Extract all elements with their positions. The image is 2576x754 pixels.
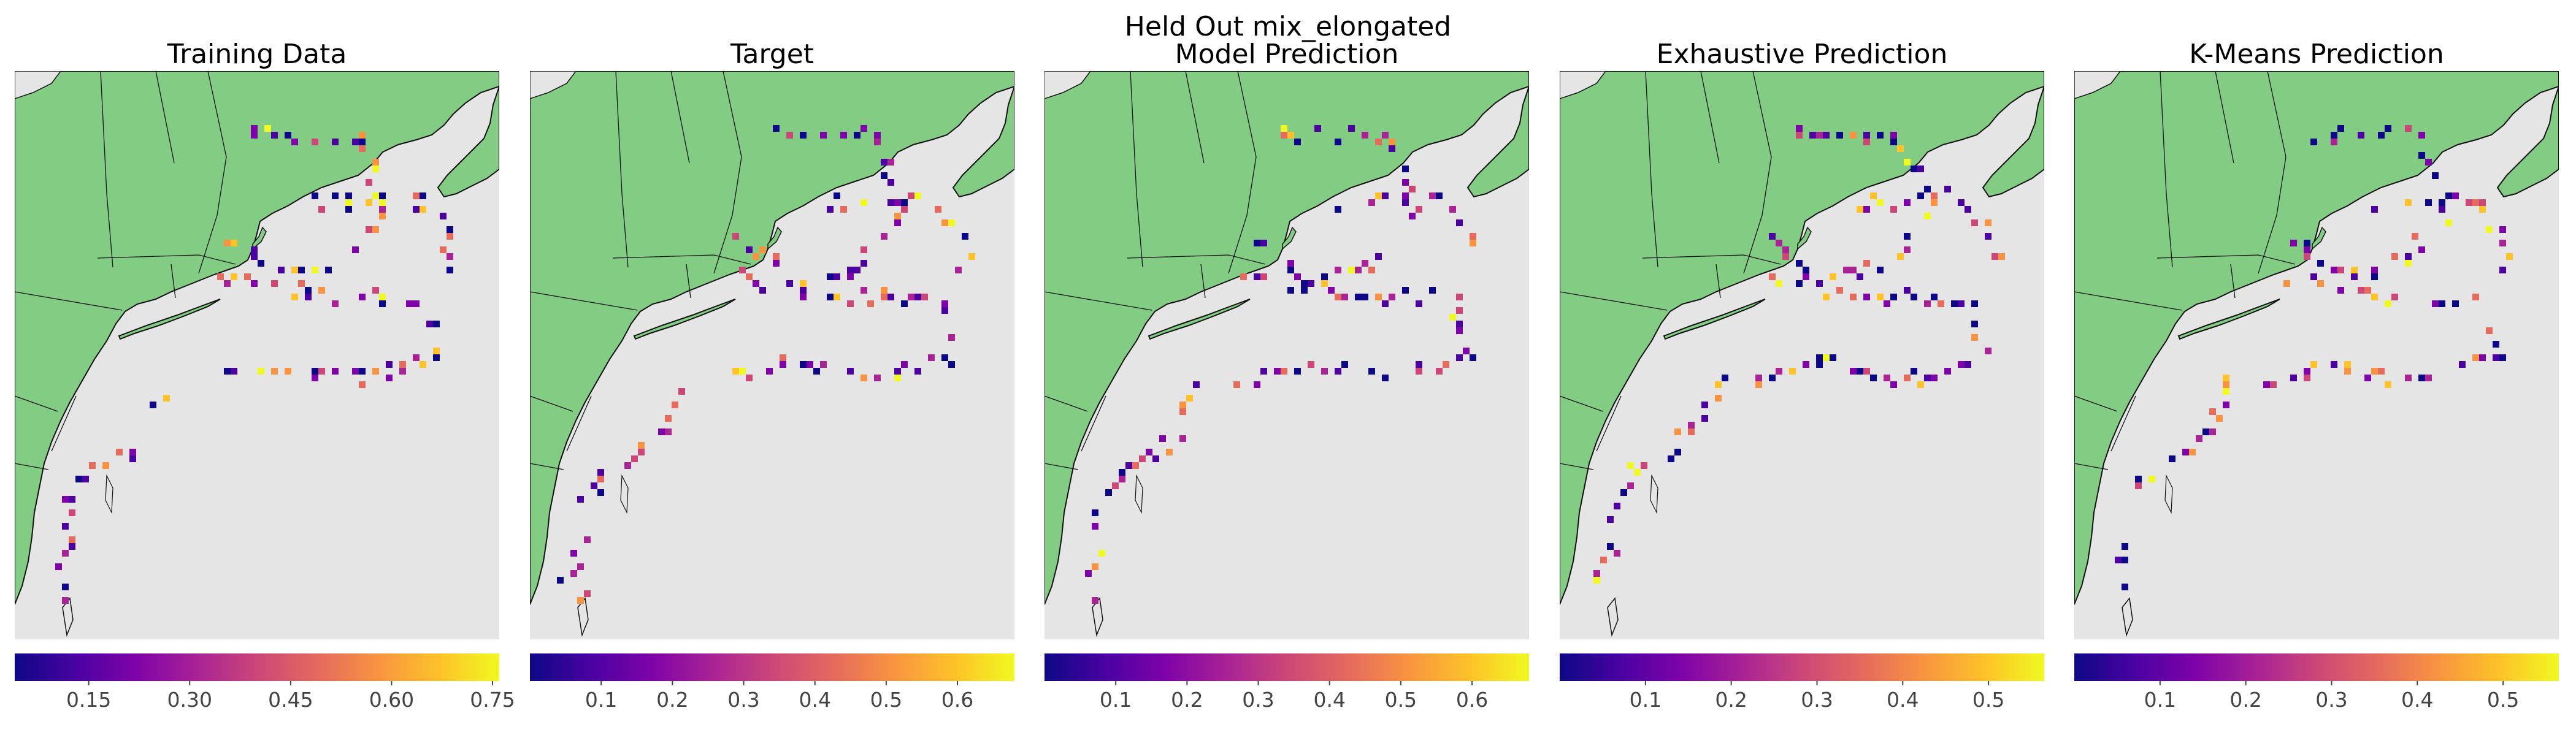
- colorbar-tick-label: 0.4: [1313, 688, 1345, 712]
- map: [530, 71, 1014, 639]
- colorbar-tick-label: 0.2: [656, 688, 688, 712]
- colorbar-tick-label: 0.1: [1100, 688, 1132, 712]
- panel-2: Target 0.1 0.2 0.3 0.4 0.5 0.6: [530, 39, 1014, 712]
- panel-title: Exhaustive Prediction: [1657, 39, 1948, 70]
- figure-title: Held Out mix_elongated: [1125, 11, 1451, 42]
- colorbar-tick-label: 0.3: [1801, 688, 1833, 712]
- map: [1045, 71, 1529, 639]
- colorbar-tick-label: 0.5: [1972, 688, 2004, 712]
- colorbar-tick-label: 0.30: [167, 688, 212, 712]
- colorbar-tick-label: 0.4: [2401, 688, 2433, 712]
- colorbar-tick-label: 0.3: [727, 688, 759, 712]
- colorbar-tick-label: 0.45: [268, 688, 313, 712]
- colorbar-tick-label: 0.15: [66, 688, 111, 712]
- track-cells: [1085, 125, 1476, 604]
- panel-title: Model Prediction: [1175, 39, 1399, 70]
- colorbar-tick-label: 0.6: [941, 688, 973, 712]
- colorbar-tick-label: 0.3: [1242, 688, 1274, 712]
- track-cells: [2115, 125, 2513, 590]
- map: [1560, 71, 2044, 639]
- colorbar-tick-label: 0.5: [870, 688, 902, 712]
- colorbar: 0.15 0.30 0.45 0.60 0.75: [15, 653, 515, 712]
- colorbar: 0.1 0.2 0.3 0.4 0.5 0.6: [1045, 653, 1529, 712]
- panel-3: Model Prediction 0.1 0.2 0.3 0.4 0.5 0.6: [1045, 39, 1529, 712]
- colorbar-tick-label: 0.4: [1887, 688, 1919, 712]
- map: [15, 71, 499, 639]
- colorbar-tick-label: 0.2: [2229, 688, 2261, 712]
- basemap: [15, 71, 499, 639]
- colorbar-tick-label: 0.4: [799, 688, 830, 712]
- colorbar-tick-label: 0.1: [585, 688, 617, 712]
- panel-5: K-Means Prediction 0.1 0.2 0.3 0.4 0.5: [2074, 39, 2559, 712]
- colorbar-tick-label: 0.60: [369, 688, 414, 712]
- track-cells: [1593, 125, 2005, 584]
- map: [2074, 71, 2559, 639]
- basemap: [2074, 71, 2559, 639]
- colorbar-tick-label: 0.1: [1630, 688, 1662, 712]
- panel-1: Training Data 0.15 0.30 0.45 0.60 0.75: [15, 39, 515, 712]
- basemap: [1560, 71, 2044, 639]
- panel-title: Target: [730, 39, 814, 70]
- colorbar-tick-label: 0.2: [1171, 688, 1203, 712]
- panel-title: K-Means Prediction: [2189, 39, 2444, 70]
- colorbar-tick-label: 0.1: [2144, 688, 2176, 712]
- track-cells: [557, 125, 975, 604]
- colorbar: 0.1 0.2 0.3 0.4 0.5: [2074, 653, 2559, 712]
- track-cells: [55, 125, 453, 604]
- colorbar-tick-label: 0.5: [1385, 688, 1417, 712]
- colorbar-tick-label: 0.75: [470, 688, 515, 712]
- colorbar-tick-label: 0.2: [1715, 688, 1747, 712]
- panel-4: Exhaustive Prediction 0.1 0.2 0.3 0.4 0.5: [1560, 39, 2044, 712]
- colorbar: 0.1 0.2 0.3 0.4 0.5: [1560, 653, 2044, 712]
- colorbar-tick-label: 0.6: [1456, 688, 1488, 712]
- colorbar: 0.1 0.2 0.3 0.4 0.5 0.6: [530, 653, 1014, 712]
- colorbar-tick-label: 0.3: [2315, 688, 2347, 712]
- colorbar-tick-label: 0.5: [2487, 688, 2519, 712]
- panels: Training Data 0.15 0.30 0.45 0.60 0.75 Target 0…: [15, 39, 2559, 712]
- panel-title: Training Data: [167, 39, 347, 70]
